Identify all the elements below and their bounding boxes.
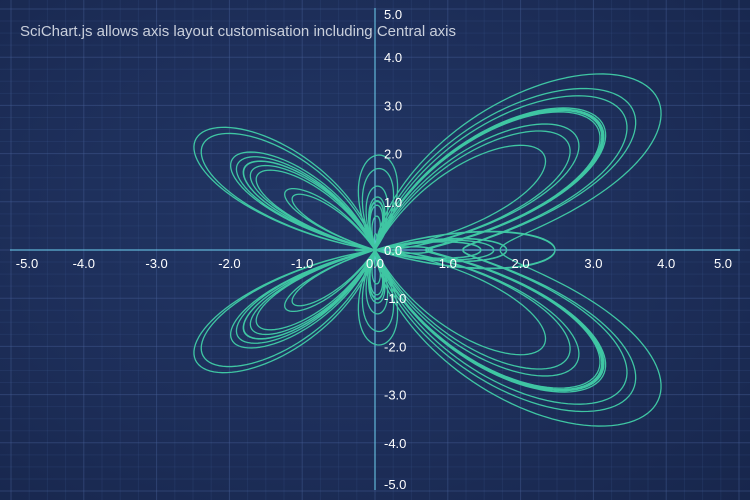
y-tick-label: -1.0 xyxy=(384,291,406,306)
label-layer: -5.0 -4.0 -3.0 -2.0 -1.0 0.0 1.0 2.0 3.0 4.0 5.0 -5… xyxy=(16,7,732,492)
x-tick-label: 5.0 xyxy=(714,256,732,271)
x-tick-label: 1.0 xyxy=(439,256,457,271)
y-tick-label: 5.0 xyxy=(384,7,402,22)
x-tick-label: -4.0 xyxy=(73,256,95,271)
y-tick-label: -4.0 xyxy=(384,436,406,451)
x-tick-label: -2.0 xyxy=(218,256,240,271)
y-tick-label: 0.0 xyxy=(384,243,402,258)
series-layer xyxy=(193,73,662,427)
chart-title: SciChart.js allows axis layout customisa… xyxy=(20,23,456,40)
y-tick-label: -2.0 xyxy=(384,339,406,354)
series-line xyxy=(193,73,662,427)
x-tick-label: -1.0 xyxy=(291,256,313,271)
x-tick-label: -3.0 xyxy=(145,256,167,271)
x-tick-label: 4.0 xyxy=(657,256,675,271)
x-tick-label: -5.0 xyxy=(16,256,38,271)
y-tick-label: 1.0 xyxy=(384,195,402,210)
x-tick-label: 2.0 xyxy=(512,256,530,271)
y-tick-label: 2.0 xyxy=(384,147,402,162)
y-tick-label: -5.0 xyxy=(384,477,406,492)
x-tick-label: 0.0 xyxy=(366,256,384,271)
y-tick-label: -3.0 xyxy=(384,388,406,403)
y-tick-label: 3.0 xyxy=(384,98,402,113)
x-tick-label: 3.0 xyxy=(584,256,602,271)
y-tick-label: 4.0 xyxy=(384,50,402,65)
